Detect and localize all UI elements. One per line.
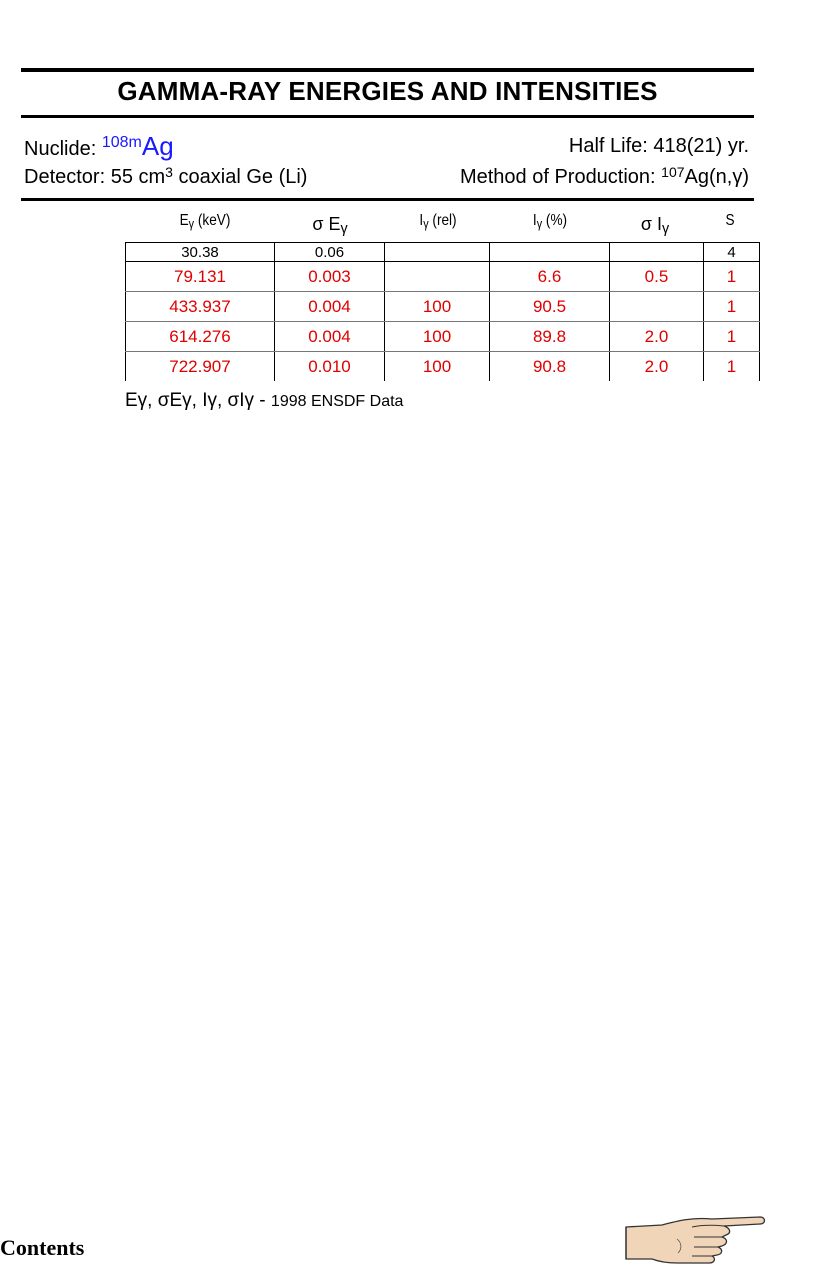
- table-cell: [489, 242, 610, 262]
- table-cell: 0.003: [274, 261, 385, 292]
- detector-suffix: coaxial Ge (Li): [172, 166, 308, 188]
- table-cell: 90.8: [489, 351, 610, 381]
- detector-exponent: 3: [165, 164, 173, 180]
- nuclide-symbol: Ag: [141, 131, 174, 161]
- footnote-symbols: Eγ, σEγ, Iγ, σIγ -: [125, 390, 271, 411]
- table-cell: 1: [703, 351, 760, 381]
- col-header-intensity-pct: Iγ (%): [532, 212, 568, 231]
- table-cell: 30.38: [125, 242, 275, 262]
- col-header-source: S: [725, 212, 735, 229]
- table-cell: 1: [703, 321, 760, 352]
- table-cell: [609, 242, 704, 262]
- table-cell: 100: [384, 291, 490, 322]
- footnote-source: 1998 ENSDF Data: [270, 393, 404, 410]
- table-cell: 6.6: [489, 261, 610, 292]
- contents-link[interactable]: Contents: [0, 1235, 85, 1260]
- nuclide-label: Nuclide:: [24, 138, 97, 160]
- col-header-energy-sigma: σ Eγ: [312, 214, 348, 237]
- table-cell: 100: [384, 321, 490, 352]
- table-cell: 90.5: [489, 291, 610, 322]
- detector-prefix: Detector: 55 cm: [24, 166, 166, 188]
- col-header-energy: Eγ (keV): [179, 212, 231, 231]
- col-header-intensity-sigma: σ Iγ: [640, 214, 670, 237]
- table-row: 30.38 0.06 4: [125, 242, 760, 262]
- table-row: 79.131 0.003 6.6 0.5 1: [125, 261, 760, 292]
- nuclide-info: Nuclide: 108mAg: [24, 131, 174, 162]
- method-reaction: Ag(n,γ): [684, 166, 749, 188]
- pointing-hand-icon[interactable]: [622, 1213, 767, 1276]
- table-cell: 0.010: [274, 351, 385, 381]
- table-cell: 433.937: [125, 291, 275, 322]
- method-mass: 107: [661, 164, 685, 180]
- table-row: 614.276 0.004 100 89.8 2.0 1: [125, 321, 760, 352]
- table-cell: 0.5: [609, 261, 704, 292]
- method-prefix: Method of Production:: [459, 166, 662, 188]
- table-cell: 0.004: [274, 291, 385, 322]
- table-cell: [384, 261, 490, 292]
- table-cell: 0.06: [274, 242, 385, 262]
- table-cell: 614.276: [125, 321, 275, 352]
- col-header-intensity-rel: Iγ (rel): [419, 212, 457, 231]
- top-rule: [21, 68, 754, 72]
- table-cell: 0.004: [274, 321, 385, 352]
- page-title: GAMMA-RAY ENERGIES AND INTENSITIES: [117, 76, 658, 106]
- data-source-note: Eγ, σEγ, Iγ, σIγ - 1998 ENSDF Data: [125, 390, 403, 412]
- table-cell: 2.0: [609, 321, 704, 352]
- table-cell: [609, 291, 704, 322]
- half-life: Half Life: 418(21) yr.: [568, 135, 749, 157]
- table-cell: 1: [703, 261, 760, 292]
- table-row: 722.907 0.010 100 90.8 2.0 1: [125, 351, 760, 381]
- title-rule: [21, 115, 754, 118]
- table-cell: 89.8: [489, 321, 610, 352]
- table-cell: 79.131: [125, 261, 275, 292]
- detector-info: Detector: 55 cm3 coaxial Ge (Li): [24, 164, 307, 189]
- table-cell: [384, 242, 490, 262]
- info-rule: [21, 198, 754, 201]
- gamma-ray-table: 30.38 0.06 4 79.131 0.003 6.6 0.5 1 433.…: [125, 242, 760, 381]
- table-row: 433.937 0.004 100 90.5 1: [125, 291, 760, 322]
- table-cell: 2.0: [609, 351, 704, 381]
- table-cell: 4: [703, 242, 760, 262]
- production-method: Method of Production: 107Ag(n,γ): [460, 164, 749, 189]
- table-cell: 1: [703, 291, 760, 322]
- nuclide-mass: 108m: [101, 134, 142, 151]
- table-cell: 100: [384, 351, 490, 381]
- table-cell: 722.907: [125, 351, 275, 381]
